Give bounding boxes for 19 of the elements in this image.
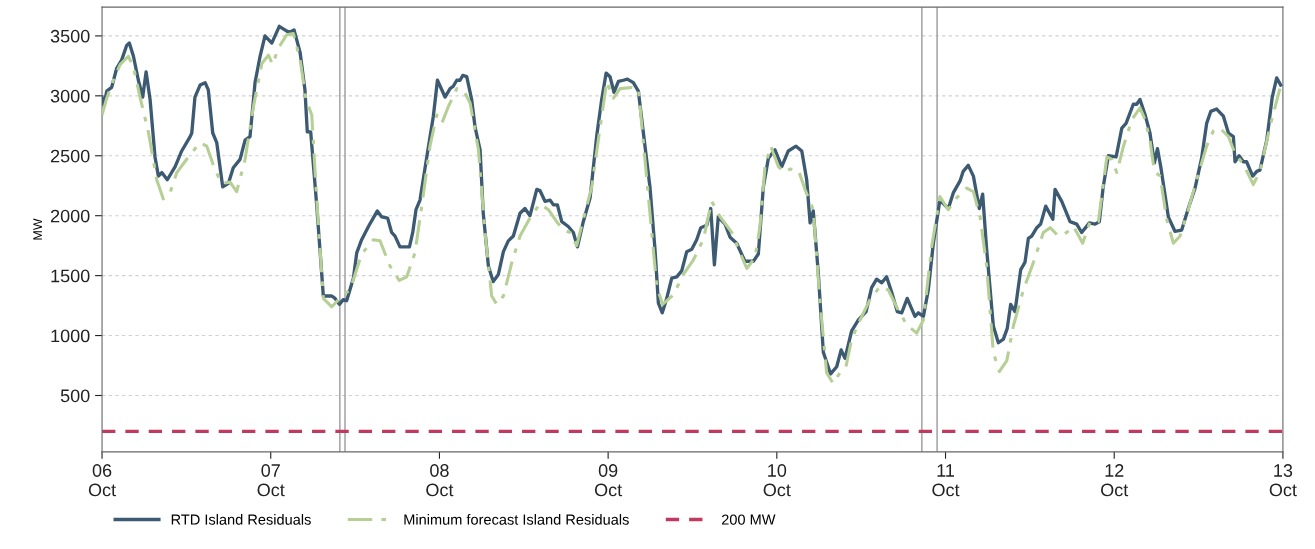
y-tick-label: 1500 xyxy=(51,269,90,283)
y-axis-title: MW xyxy=(33,218,42,240)
x-tick-label: 08 Oct xyxy=(426,464,454,497)
y-tick-label: 3500 xyxy=(50,29,90,43)
y-tick-label: 2000 xyxy=(50,209,90,223)
y-tick-label: 3000 xyxy=(50,89,90,103)
legend-label: 200 MW xyxy=(721,514,776,525)
y-tick-label: 2500 xyxy=(50,149,90,163)
y-tick-label: 500 xyxy=(60,389,90,403)
x-tick-label: 13 Oct xyxy=(1269,464,1297,497)
x-tick-label: 07 Oct xyxy=(257,464,285,497)
x-tick-label: 09 Oct xyxy=(594,464,623,497)
x-tick-label: 06 Oct xyxy=(88,464,116,497)
x-tick-label: 11 Oct xyxy=(932,464,960,497)
x-tick-label: 12 Oct xyxy=(1101,464,1129,497)
legend-label: Minimum forecast Island Residuals xyxy=(404,514,629,525)
y-tick-label: 1000 xyxy=(51,329,90,343)
legend-label: RTD Island Residuals xyxy=(171,514,311,525)
x-tick-label: 10 Oct xyxy=(763,464,791,497)
